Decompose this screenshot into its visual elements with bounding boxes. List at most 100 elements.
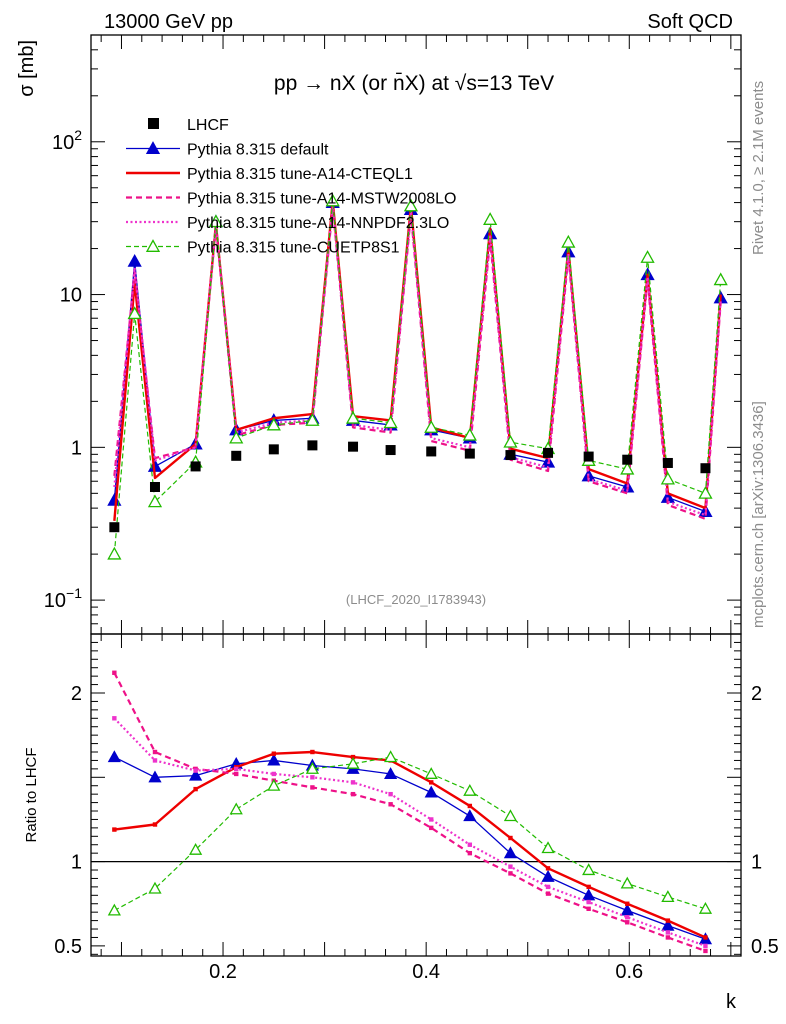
ratio-marker-cteql1 xyxy=(665,918,671,923)
ratio-marker-mstw xyxy=(467,850,473,856)
ratio-marker-nnpdf xyxy=(625,915,630,920)
ratio-marker-default xyxy=(503,846,518,859)
ratio-marker-cteql1 xyxy=(508,835,513,841)
x-axis-label: k xyxy=(726,991,737,1013)
lhcf-data-point xyxy=(385,445,396,456)
ratio-marker-default xyxy=(384,767,398,779)
ratio-marker-nnpdf xyxy=(665,930,671,935)
marker-cuetp xyxy=(698,485,713,499)
legend-label-nnpdf: Pythia 8.315 tune-A14-NNPDF2.3LO xyxy=(187,215,449,232)
lhcf-data-point xyxy=(268,444,279,455)
ratio-y-tick-label-left: 1 xyxy=(71,852,82,874)
main-plot-y-tick-labels: 10−1 1 10 102 xyxy=(44,127,82,612)
ratio-marker-cteql1 xyxy=(586,884,591,890)
marker-cuetp xyxy=(713,272,728,286)
ratio-marker-mstw xyxy=(545,891,551,896)
ratio-marker-cteql1 xyxy=(429,780,434,785)
ratio-marker-cuetp xyxy=(384,750,398,763)
ratio-marker-default xyxy=(424,785,438,798)
ratio-marker-default xyxy=(267,753,281,766)
analysis-watermark: (LHCF_2020_I1783943) xyxy=(346,592,486,607)
main-plot-x-ticks xyxy=(100,35,732,634)
marker-cuetp xyxy=(107,546,122,560)
lhcf-data-points xyxy=(109,440,711,533)
ratio-line-cteql1 xyxy=(114,750,706,939)
ratio-marker-mstw xyxy=(586,906,591,911)
marker-cuetp xyxy=(483,212,498,225)
ratio-marker-default xyxy=(189,768,203,781)
ratio-marker-nnpdf xyxy=(467,842,473,847)
lhcf-data-point xyxy=(583,451,594,462)
main-plot-y-ticks xyxy=(91,34,741,635)
legend-entry-mstw: Pythia 8.315 tune-A14-MSTW2008LO xyxy=(126,191,456,208)
ratio-marker-cuetp xyxy=(503,809,518,822)
ratio-marker-nnpdf xyxy=(350,780,356,785)
ratio-marker-default xyxy=(463,809,477,822)
legend-swatch-lhcf xyxy=(148,118,159,129)
x-tick-label: 0.2 xyxy=(209,961,237,983)
ratio-marker-nnpdf xyxy=(545,884,551,890)
ratio-marker-cuetp xyxy=(620,876,634,889)
ratio-marker-mstw xyxy=(310,785,315,790)
ratio-plot-y-tick-labels: 0.5 0.5 1 1 2 2 xyxy=(54,683,779,958)
ratio-marker-mstw xyxy=(703,948,708,954)
lhcf-data-point xyxy=(149,481,160,492)
ratio-marker-cuetp xyxy=(305,762,320,774)
ratio-marker-nnpdf xyxy=(429,817,434,822)
ratio-plot-x-tick-labels: 0.2 0.4 0.6 xyxy=(209,961,643,983)
marker-cuetp xyxy=(127,306,142,320)
ratio-line-nnpdf xyxy=(113,717,706,947)
ratio-marker-nnpdf xyxy=(112,716,117,721)
legend-label-default: Pythia 8.315 default xyxy=(187,142,329,159)
ratio-marker-cuetp xyxy=(582,863,596,876)
ratio-marker-default xyxy=(582,888,596,901)
y-tick-label: 1 xyxy=(71,437,82,459)
lhcf-data-point xyxy=(662,457,673,468)
legend-label-cteql1: Pythia 8.315 tune-A14-CTEQL1 xyxy=(187,166,413,183)
ratio-marker-nnpdf xyxy=(388,791,393,797)
lhcf-data-point xyxy=(109,522,120,533)
ratio-plot-y-ticks xyxy=(91,633,741,955)
lhcf-data-point xyxy=(231,450,242,461)
ratio-marker-cteql1 xyxy=(545,866,551,871)
y-tick-label: 10 xyxy=(60,285,82,307)
ratio-y-tick-label-left: 2 xyxy=(71,683,82,705)
ratio-marker-nnpdf xyxy=(234,766,239,772)
ratio-marker-nnpdf xyxy=(193,768,198,773)
lhcf-data-point xyxy=(622,454,633,465)
ratio-marker-cteql1 xyxy=(467,803,473,809)
mcplots-source-label: mcplots.cern.ch [arXiv:1306.3436] xyxy=(750,401,767,628)
ratio-marker-cuetp xyxy=(189,842,203,855)
ratio-marker-nnpdf xyxy=(271,771,277,777)
ratio-marker-mstw xyxy=(625,920,630,925)
ratio-marker-nnpdf xyxy=(586,899,591,905)
marker-cuetp xyxy=(305,413,320,426)
ratio-y-tick-label-right: 2 xyxy=(751,683,762,705)
y-tick-label: 10−1 xyxy=(44,585,82,612)
ratio-plot-panel: 0.5 0.5 1 1 2 2 0.2 0.4 0.6 Ratio to LHCF k xyxy=(23,633,779,1013)
ratio-marker-cuetp xyxy=(424,767,438,779)
ratio-marker-cuetp xyxy=(541,841,555,854)
ratio-marker-cuetp xyxy=(148,881,162,894)
ratio-marker-cuetp xyxy=(229,802,243,815)
header-right-label: Soft QCD xyxy=(647,11,733,33)
legend-marker-default xyxy=(145,141,161,154)
ratio-marker-cuetp xyxy=(661,890,675,903)
ratio-marker-nnpdf xyxy=(310,775,315,780)
legend-label-lhcf: LHCF xyxy=(187,117,229,134)
x-tick-label: 0.6 xyxy=(615,961,643,983)
marker-cuetp xyxy=(266,417,281,431)
ratio-marker-mstw xyxy=(508,871,513,876)
ratio-marker-cuetp xyxy=(346,756,360,769)
legend-entry-default: Pythia 8.315 default xyxy=(126,141,329,159)
lhcf-data-point xyxy=(505,450,516,461)
legend-entry-cuetp: Pythia 8.315 tune-CUETP8S1 xyxy=(126,239,400,257)
ratio-y-tick-label-left: 0.5 xyxy=(54,936,82,958)
ratio-marker-nnpdf xyxy=(703,943,708,949)
marker-cuetp xyxy=(503,434,518,448)
legend-entry-lhcf: LHCF xyxy=(148,117,229,134)
ratio-marker-mstw xyxy=(234,771,239,777)
legend: LHCF Pythia 8.315 default Pythia 8.315 tun… xyxy=(126,117,456,257)
lhcf-data-point xyxy=(307,440,318,451)
ratio-marker-cteql1 xyxy=(152,822,158,827)
